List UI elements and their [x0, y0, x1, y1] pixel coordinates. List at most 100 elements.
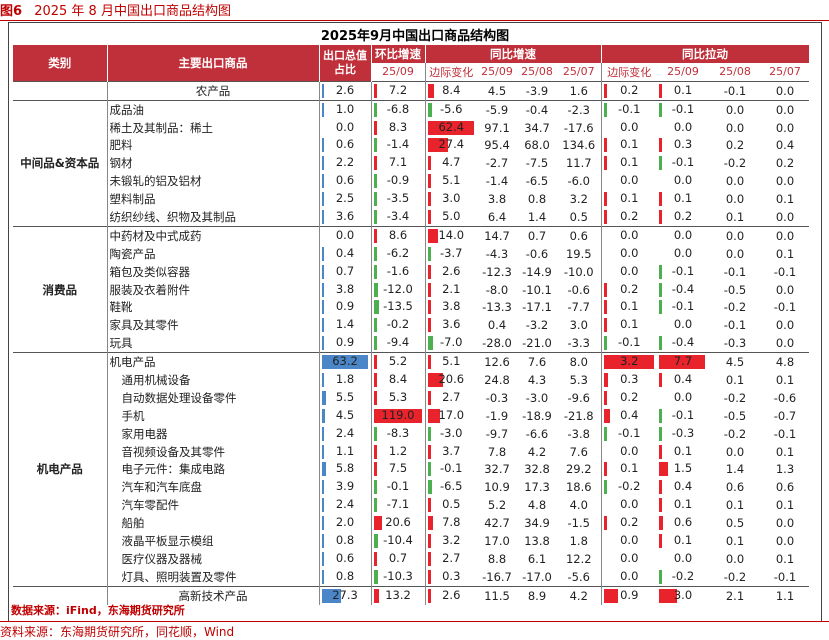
yoy-value: 12.2 — [557, 549, 602, 568]
mom-bar — [373, 373, 377, 388]
mom-value: -3.5 — [386, 191, 410, 206]
table-row: 液晶平板显示模组 0.8 -10.4 3.2 17.0 13.8 1.8 0.0 0.1 0.1 0… — [13, 532, 809, 550]
table-row: 灯具、照明装置及零件 0.8 -10.3 0.3 -16.7 -17.0 -5.6 0.0 -0… — [13, 567, 809, 587]
yoy-value: 1.6 — [557, 80, 602, 101]
share-value: 4.5 — [335, 407, 355, 422]
pull-delta-value: 0.0 — [620, 497, 639, 512]
category-cell — [13, 585, 108, 605]
share-value: 0.9 — [335, 299, 355, 314]
pull-value: 0.0 — [761, 99, 809, 119]
pull-value: -0.1 — [671, 101, 695, 116]
pull-delta-value: 0.0 — [620, 263, 639, 278]
table-row: 鞋靴 0.9 -13.5 3.8 -13.3 -17.1 -7.7 0.1 -0.1 -0.2 -0… — [13, 298, 809, 317]
table-frame: 2025年9月中国出口商品结构图 类别 主要出口商品 出口总值占比 环比增速 同… — [8, 22, 822, 622]
yoy-value: -16.7 — [482, 569, 512, 584]
mom-bar — [373, 390, 377, 405]
share-bar — [321, 83, 324, 98]
yoy-value: 6.1 — [527, 551, 547, 566]
yoy-delta-value: 20.6 — [438, 372, 465, 387]
header-mom: 环比增速 — [371, 45, 426, 63]
pull-value: 0.6 — [775, 480, 795, 495]
yoy-delta-bar — [427, 569, 431, 584]
yoy-delta-value: 62.4 — [438, 119, 465, 134]
yoy-value: 0.7 — [517, 225, 557, 245]
share-bar — [321, 390, 326, 405]
yoy-delta-value: -3.7 — [440, 245, 463, 260]
yoy-value: 4.2 — [527, 444, 547, 459]
share-bar — [321, 318, 324, 333]
subheader-mom: 25/09 — [371, 62, 426, 82]
product-name: 液晶平板显示模组 — [107, 532, 320, 550]
pull-bar — [659, 588, 677, 603]
pull-value: 1.4 — [725, 462, 745, 477]
pull-value: 0.0 — [761, 225, 809, 245]
mom-value: 7.2 — [388, 82, 408, 97]
mom-bar — [373, 300, 379, 315]
pull-value: 0.1 — [673, 497, 693, 512]
pull-bar — [659, 138, 662, 153]
pull-delta-value: -0.1 — [618, 335, 641, 350]
yoy-delta-bar — [427, 174, 432, 189]
yoy-delta-bar — [427, 462, 431, 477]
yoy-delta-value: 3.2 — [442, 533, 461, 548]
pull-delta-value: 0.1 — [620, 137, 639, 152]
yoy-delta-value: 27.4 — [438, 137, 465, 152]
pull-value: 0.1 — [725, 209, 745, 224]
pull-bar — [659, 210, 662, 225]
table-row: 家具及其零件 1.4 -0.2 3.6 0.4 -3.2 3.0 0.1 0.0 -0.1 0.0 — [13, 316, 809, 335]
yoy-value: 0.4 — [487, 318, 507, 333]
table-row: 医疗仪器及器械 0.6 0.7 2.7 8.8 6.1 12.2 0.0 0.0 0.0 0.1 — [13, 549, 809, 568]
pull-delta-value: 0.2 — [620, 209, 639, 224]
pull-bar — [659, 426, 662, 441]
product-name: 音视频设备及其零件 — [107, 442, 320, 461]
category-cell: 机电产品 — [13, 352, 108, 587]
product-name: 电子元件：集成电路 — [107, 460, 320, 479]
pull-value: -0.2 — [723, 300, 747, 315]
yoy-delta-bar — [427, 192, 431, 207]
pull-bar — [659, 282, 662, 297]
yoy-delta-bar — [427, 282, 431, 297]
pull-delta-bar — [603, 210, 607, 225]
share-bar — [321, 551, 324, 566]
yoy-delta-value: 0.3 — [442, 568, 461, 583]
pull-value: 0.0 — [709, 225, 761, 245]
pull-value: -0.5 — [723, 282, 747, 297]
pull-value: 0.0 — [673, 119, 693, 134]
yoy-delta-bar — [427, 300, 431, 315]
pull-delta-value: 0.2 — [620, 82, 639, 97]
share-value: 2.4 — [335, 425, 355, 440]
share-value: 1.0 — [335, 101, 355, 116]
pull-delta-value: 0.0 — [620, 533, 639, 548]
pull-value: -0.1 — [723, 264, 747, 279]
yoy-delta-value: 2.7 — [442, 389, 461, 404]
product-name: 钢材 — [107, 154, 320, 173]
pull-value: 0.5 — [725, 516, 745, 531]
mom-bar — [373, 246, 377, 261]
pull-value: 7.7 — [673, 354, 693, 369]
mom-value: -10.4 — [383, 533, 413, 548]
yoy-value: -28.0 — [482, 336, 512, 351]
pull-delta-bar — [603, 318, 607, 333]
yoy-delta-bar — [427, 102, 432, 117]
yoy-value: 6.4 — [487, 209, 507, 224]
yoy-value: 1.8 — [557, 532, 602, 550]
pull-delta-bar — [603, 408, 610, 423]
product-name: 农产品 — [107, 80, 320, 101]
yoy-value: -9.6 — [557, 388, 602, 407]
product-name: 鞋靴 — [107, 298, 320, 317]
yoy-value: -3.3 — [557, 334, 602, 353]
pull-delta-value: 0.2 — [620, 281, 639, 296]
mom-bar — [373, 426, 377, 441]
yoy-value: -7.7 — [557, 298, 602, 317]
pull-bar — [659, 462, 668, 477]
yoy-value: 4.5 — [477, 80, 517, 101]
yoy-delta-bar — [427, 336, 433, 351]
pull-value: -0.4 — [671, 281, 695, 296]
pull-value: 0.3 — [673, 137, 693, 152]
pull-delta-value: 0.2 — [620, 515, 639, 530]
pull-bar — [659, 264, 662, 279]
share-bar — [321, 246, 324, 261]
pull-delta-bar — [603, 138, 607, 153]
figure-number: 图6 — [0, 4, 23, 19]
mom-value: -1.6 — [386, 263, 410, 278]
